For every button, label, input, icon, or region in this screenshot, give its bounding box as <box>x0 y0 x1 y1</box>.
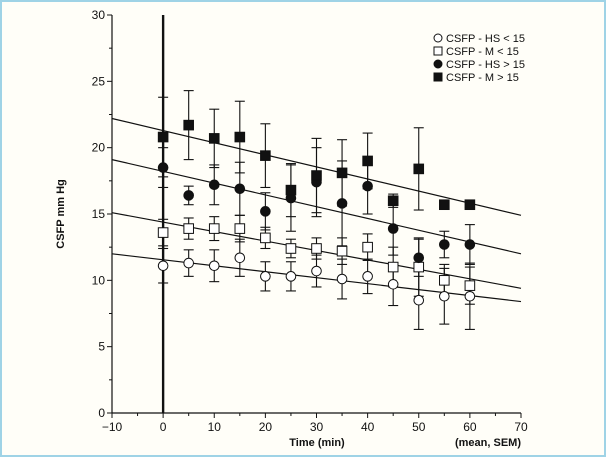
data-point <box>157 162 169 173</box>
x-tick-label: 10 <box>208 420 222 434</box>
data-point <box>439 290 450 302</box>
data-point <box>439 275 450 286</box>
data-point <box>387 261 399 273</box>
data-point <box>311 170 322 181</box>
y-tick-label: 15 <box>92 207 106 221</box>
data-markers <box>157 119 476 306</box>
data-point <box>413 294 425 306</box>
data-point <box>157 227 169 238</box>
data-point <box>183 257 194 269</box>
data-point <box>336 273 348 285</box>
legend-label: CSFP - M > 15 <box>446 72 519 84</box>
data-point <box>464 239 476 250</box>
data-point <box>439 239 450 250</box>
legend-label: CSFP - HS > 15 <box>446 59 525 71</box>
error-bars <box>158 90 475 330</box>
data-point <box>387 223 399 234</box>
data-point <box>285 243 297 254</box>
y-tick-label: 0 <box>98 406 105 420</box>
data-point <box>336 245 348 257</box>
x-tick-label: 20 <box>259 420 273 434</box>
data-point <box>208 133 220 144</box>
data-point <box>362 155 373 167</box>
y-tick-label: 5 <box>98 340 105 354</box>
data-point <box>362 271 373 282</box>
data-point <box>234 223 246 234</box>
data-point <box>260 232 271 244</box>
x-tick-label: −10 <box>102 420 123 434</box>
data-point <box>439 199 450 211</box>
legend-label: CSFP - HS < 15 <box>446 33 525 45</box>
y-tick-label: 25 <box>92 74 106 88</box>
x-tick-label: 50 <box>412 420 426 434</box>
x-tick-label: 40 <box>361 420 375 434</box>
data-point <box>208 179 220 191</box>
data-point <box>413 163 425 175</box>
data-point <box>285 271 297 282</box>
data-point <box>183 223 194 234</box>
y-tick-label: 30 <box>92 8 106 22</box>
data-point <box>260 271 271 282</box>
data-point <box>464 290 476 302</box>
data-point <box>464 280 476 291</box>
data-point <box>157 260 169 272</box>
legend-label: CSFP - M < 15 <box>446 46 519 58</box>
y-axis-label: CSFP mm Hg <box>55 179 67 248</box>
x-axis-note: (mean, SEM) <box>455 437 521 449</box>
legend-marker <box>433 59 443 69</box>
data-point <box>183 119 194 131</box>
data-point <box>464 199 476 211</box>
x-tick-label: 30 <box>310 420 324 434</box>
data-point <box>285 184 297 196</box>
data-point <box>362 241 373 253</box>
data-point <box>208 260 220 272</box>
x-tick-label: 70 <box>514 420 528 434</box>
data-point <box>183 190 194 201</box>
data-point <box>234 183 246 195</box>
data-point <box>234 252 246 264</box>
data-point <box>260 150 271 161</box>
data-point <box>387 195 399 207</box>
y-tick-label: 20 <box>92 141 106 155</box>
legend-marker <box>433 33 443 43</box>
data-point <box>311 243 322 254</box>
data-point <box>413 261 425 273</box>
data-point <box>260 206 271 217</box>
data-point <box>413 252 425 264</box>
data-point <box>336 167 348 179</box>
data-point <box>387 279 399 290</box>
data-point <box>362 180 373 192</box>
y-tick-label: 10 <box>92 273 106 287</box>
legend-marker <box>433 46 443 56</box>
x-axis-label: Time (min) <box>289 437 345 449</box>
legend-marker <box>433 72 443 82</box>
data-point <box>336 198 348 209</box>
data-point <box>234 131 246 143</box>
data-point <box>157 131 169 143</box>
data-point <box>208 223 220 234</box>
x-tick-label: 60 <box>463 420 477 434</box>
x-tick-label: 0 <box>160 420 167 434</box>
data-point <box>311 265 322 277</box>
